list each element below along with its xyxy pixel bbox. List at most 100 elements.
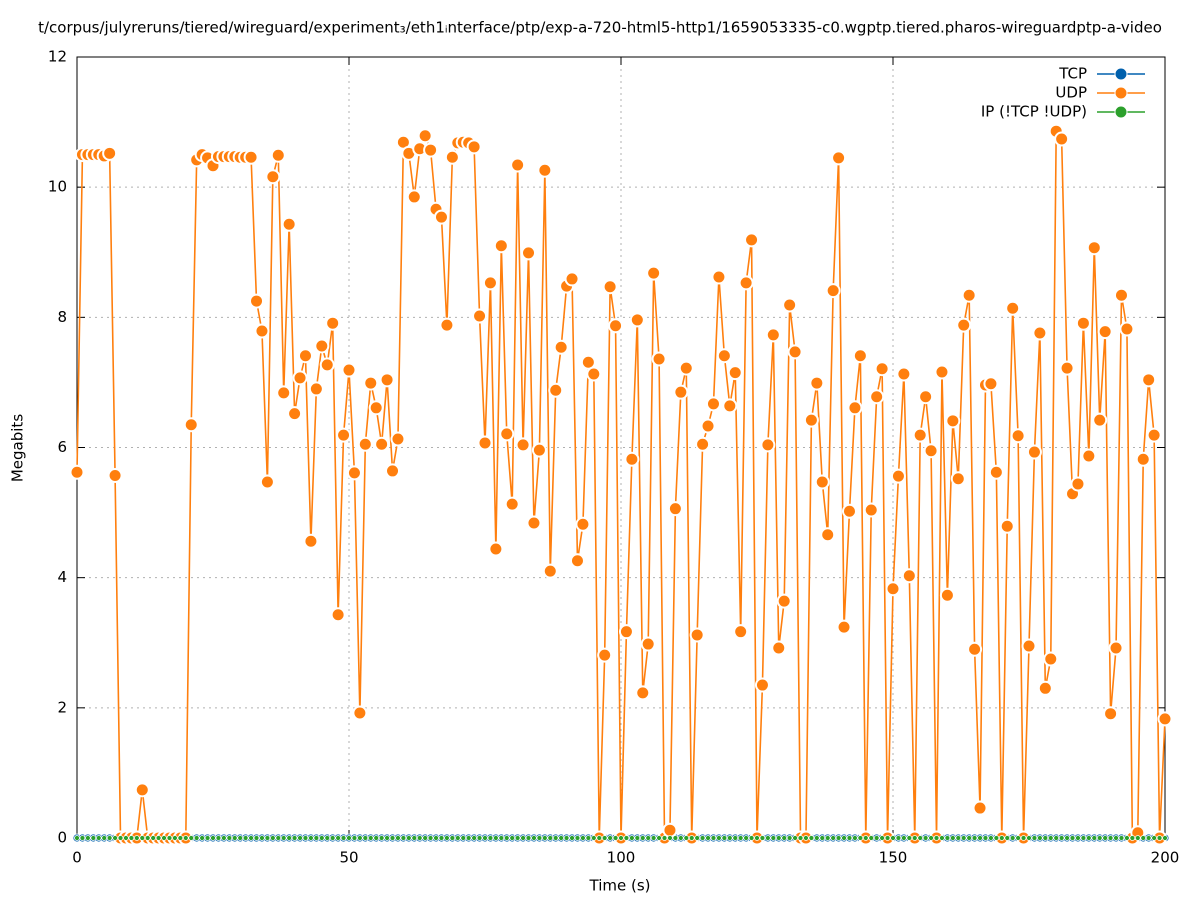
data-point	[477, 435, 493, 451]
data-point	[514, 835, 521, 841]
data-point	[1036, 835, 1043, 841]
data-point	[379, 372, 395, 388]
x-axis-label: Time (s)	[589, 877, 651, 895]
legend-label: TCP	[1058, 65, 1087, 83]
data-point	[134, 782, 150, 798]
data-point	[367, 835, 374, 841]
data-point	[231, 835, 238, 841]
data-point	[988, 835, 994, 841]
data-point	[395, 835, 401, 841]
data-point	[961, 287, 977, 303]
data-point	[1047, 835, 1054, 841]
data-point	[635, 685, 651, 701]
data-point	[346, 465, 362, 481]
data-point	[700, 418, 716, 434]
data-point	[982, 835, 989, 841]
data-point	[672, 835, 679, 841]
data-point	[716, 835, 722, 841]
data-point	[547, 835, 554, 841]
y-tick-label: 0	[57, 829, 67, 847]
y-tick-label: 8	[57, 308, 67, 326]
data-point	[552, 835, 559, 841]
data-point	[765, 327, 781, 343]
data-point	[482, 835, 488, 841]
data-point	[515, 437, 531, 453]
data-point	[695, 436, 711, 452]
data-point	[335, 835, 342, 841]
data-point	[220, 835, 227, 841]
data-point	[917, 835, 924, 841]
data-point	[492, 835, 499, 841]
data-point	[1141, 372, 1157, 388]
data-point	[106, 835, 113, 841]
data-point	[813, 835, 820, 841]
data-point	[705, 396, 721, 412]
data-point	[1092, 412, 1108, 428]
data-point	[819, 835, 826, 841]
data-point	[879, 835, 886, 841]
data-point	[787, 344, 803, 360]
data-point	[608, 318, 624, 334]
data-point	[254, 323, 270, 339]
data-point	[744, 232, 760, 248]
data-point	[885, 581, 901, 597]
data-point	[302, 835, 309, 841]
data-point	[673, 384, 689, 400]
data-point	[1145, 835, 1152, 841]
data-point	[405, 835, 412, 841]
data-point	[873, 835, 880, 841]
data-point	[341, 362, 357, 378]
data-point	[204, 835, 211, 841]
data-point	[759, 835, 766, 841]
data-point	[694, 835, 701, 841]
data-point	[618, 624, 634, 640]
data-point	[400, 835, 407, 841]
data-point	[651, 351, 667, 367]
data-point	[210, 835, 216, 841]
data-point	[1026, 444, 1042, 460]
data-point	[270, 147, 286, 163]
data-point	[661, 835, 668, 841]
data-point	[362, 835, 369, 841]
data-point	[541, 835, 548, 841]
data-point	[1157, 711, 1173, 727]
data-point	[308, 835, 314, 841]
data-point	[499, 426, 515, 442]
data-point	[656, 835, 662, 841]
data-point	[292, 370, 308, 386]
data-point	[960, 835, 967, 841]
data-point	[330, 607, 346, 623]
data-point	[340, 835, 347, 841]
data-point	[890, 835, 896, 841]
data-point	[1118, 835, 1125, 841]
data-point	[770, 835, 777, 841]
data-point	[934, 364, 950, 380]
data-point	[699, 835, 706, 841]
data-point	[488, 541, 504, 557]
data-point	[287, 406, 303, 422]
data-point	[966, 835, 973, 841]
data-point	[476, 835, 483, 841]
data-point	[161, 835, 167, 841]
data-point	[276, 385, 292, 401]
data-point	[667, 501, 683, 517]
data-point	[249, 293, 265, 309]
data-point	[972, 800, 988, 816]
data-point	[732, 835, 739, 841]
data-point	[275, 835, 282, 841]
data-point	[623, 835, 630, 841]
data-point	[896, 366, 912, 382]
data-point	[590, 835, 597, 841]
data-point	[215, 835, 222, 841]
data-point	[329, 835, 336, 841]
data-point	[314, 338, 330, 354]
data-point	[128, 835, 135, 841]
data-point	[628, 835, 635, 841]
data-point	[1097, 324, 1113, 340]
data-point	[503, 835, 510, 841]
data-point	[237, 835, 244, 841]
data-point	[1037, 680, 1053, 696]
data-point	[868, 835, 875, 841]
data-point	[438, 835, 445, 841]
data-point	[1140, 835, 1147, 841]
